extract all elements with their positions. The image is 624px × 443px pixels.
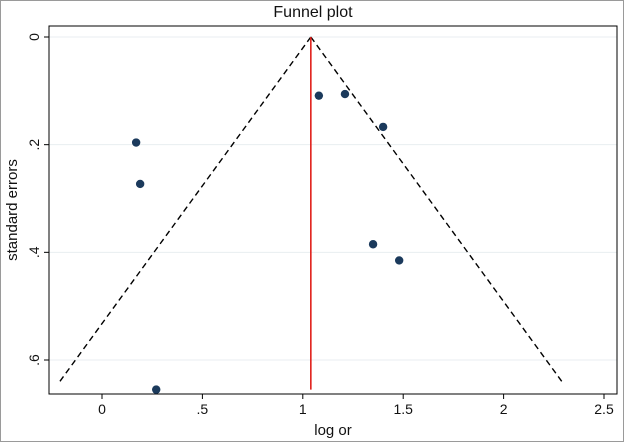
data-point	[314, 91, 324, 100]
y-axis-label: standard errors	[4, 159, 21, 261]
funnel-left-limit	[57, 36, 312, 385]
x-tick-label: 2.5	[594, 401, 614, 417]
data-point	[340, 89, 350, 99]
y-tick-label: 0	[26, 33, 42, 41]
y-tick-label: .4	[26, 246, 42, 258]
x-axis-label: log or	[314, 422, 352, 439]
data-point	[131, 138, 141, 147]
x-tick-label: .5	[197, 401, 209, 417]
data-points	[131, 89, 404, 394]
y-tick-label: .6	[26, 354, 42, 366]
data-point	[378, 122, 388, 132]
data-point	[152, 385, 161, 394]
plot-area	[48, 25, 618, 395]
x-tick-label: 1.5	[393, 401, 413, 417]
data-point	[394, 256, 404, 265]
x-axis-ticks: 0 .5 1 1.5 2 2.5	[98, 394, 614, 417]
grid-lines	[49, 36, 617, 361]
x-tick-label: 0	[98, 401, 106, 417]
funnel-limits	[57, 36, 565, 385]
x-tick-label: 2	[500, 401, 508, 417]
y-axis-ticks: 0 .2 .4 .6	[26, 33, 49, 366]
data-point	[368, 240, 378, 249]
chart-title: Funnel plot	[273, 4, 353, 21]
data-point	[135, 179, 145, 189]
y-tick-label: .2	[26, 139, 42, 151]
x-tick-label: 1	[299, 401, 307, 417]
funnel-right-limit	[310, 36, 565, 385]
